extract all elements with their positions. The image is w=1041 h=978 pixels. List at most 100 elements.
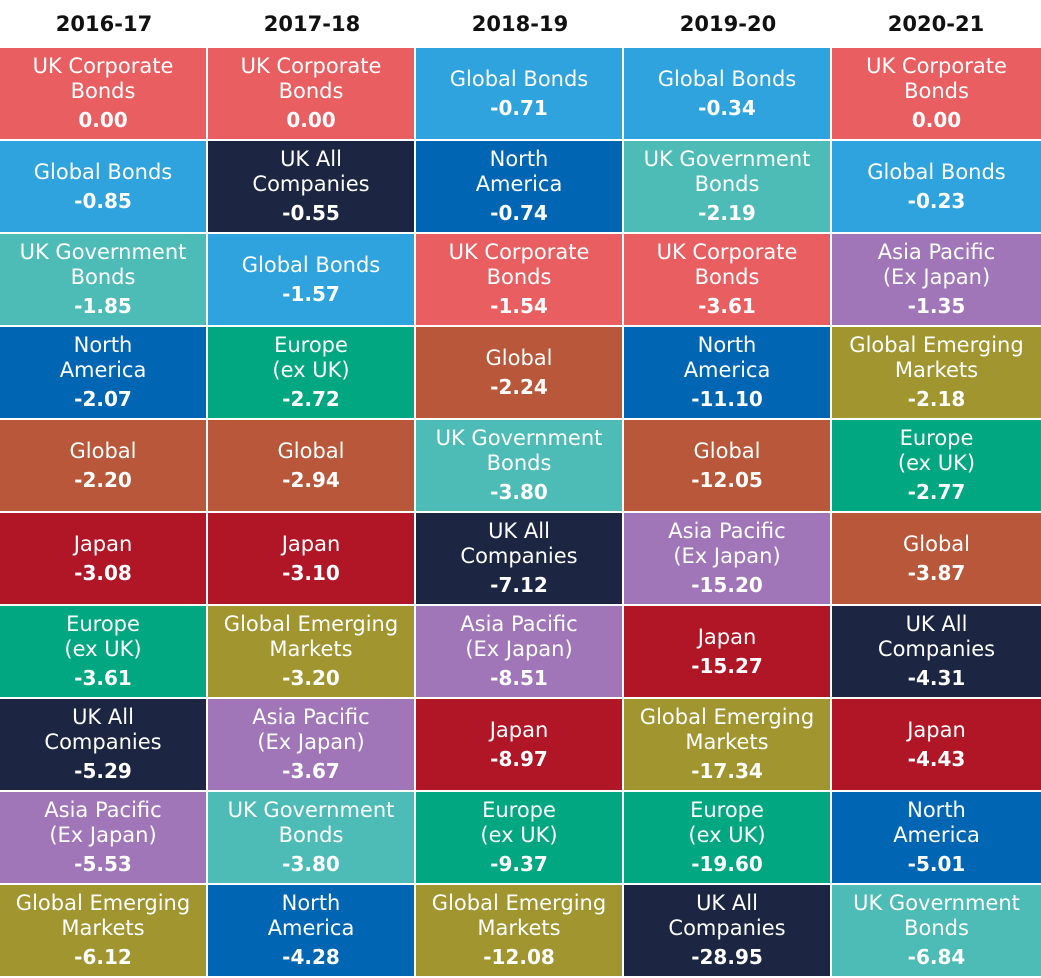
cell-value-label: -3.67 [282, 759, 340, 783]
grid-cell: Japan -3.08 [0, 513, 206, 604]
cell-sector-label: UK Corporate Bonds [32, 54, 174, 103]
grid-cell: Asia Pacific (Ex Japan) -15.20 [624, 513, 830, 604]
cell-sector-label: UK All Companies [252, 147, 370, 196]
cell-value-label: -11.10 [691, 387, 763, 411]
cell-value-label: -2.19 [698, 201, 756, 225]
cell-value-label: -2.07 [74, 387, 132, 411]
cell-value-label: -3.80 [282, 852, 340, 876]
grid-cell: Global Emerging Markets -12.08 [416, 885, 622, 976]
grid-cell: Global Emerging Markets -3.20 [208, 606, 414, 697]
cell-sector-label: Global [277, 438, 345, 463]
cell-value-label: -12.08 [483, 945, 555, 969]
cell-value-label: -3.61 [74, 666, 132, 690]
grid-cell: UK All Companies -0.55 [208, 141, 414, 232]
grid-cell: Global Emerging Markets -17.34 [624, 699, 830, 790]
cell-sector-label: Asia Pacific (Ex Japan) [460, 612, 578, 661]
cell-sector-label: UK Government Bonds [19, 240, 187, 289]
grid-cell: UK Corporate Bonds 0.00 [0, 48, 206, 139]
grid-cell: North America -11.10 [624, 327, 830, 418]
cell-sector-label: Global [903, 531, 970, 556]
cell-value-label: -0.85 [74, 188, 132, 213]
cell-value-label: -2.72 [282, 387, 340, 411]
cell-value-label: -6.84 [907, 945, 966, 969]
grid-cell: Europe (ex UK) -9.37 [416, 792, 622, 883]
cell-sector-label: UK Corporate Bonds [866, 54, 1007, 103]
year-header-2018-19: 2018-19 [471, 12, 569, 36]
grid-cell: UK Corporate Bonds 0.00 [208, 48, 414, 139]
grid-cell: Europe (ex UK) -2.72 [208, 327, 414, 418]
cell-value-label: -17.34 [691, 759, 763, 783]
cell-sector-label: Europe (ex UK) [272, 333, 350, 382]
cell-value-label: -15.20 [691, 573, 763, 597]
grid-cell: Japan -8.97 [416, 699, 622, 790]
cell-value-label: -15.27 [691, 653, 763, 678]
grid-cell: UK All Companies -4.31 [832, 606, 1041, 697]
cell-sector-label: Global Bonds [657, 66, 797, 91]
grid-cell: UK Government Bonds -2.19 [624, 141, 830, 232]
cell-sector-label: Global Bonds [449, 66, 589, 91]
cell-sector-label: Global Bonds [241, 252, 381, 277]
grid-cell: North America -0.74 [416, 141, 622, 232]
cell-value-label: -0.23 [907, 188, 966, 213]
cell-sector-label: Global Emerging Markets [849, 333, 1024, 382]
cell-value-label: -1.57 [282, 281, 340, 306]
cell-sector-label: UK Government Bonds [435, 426, 603, 475]
grid-cell: Global Bonds -0.85 [0, 141, 206, 232]
cell-sector-label: UK Corporate Bonds [656, 240, 798, 289]
cell-value-label: -5.01 [907, 852, 966, 876]
cell-value-label: -0.71 [490, 95, 548, 120]
cell-value-label: -28.95 [691, 945, 763, 969]
cell-sector-label: Global [69, 438, 137, 463]
grid-cell: UK Government Bonds -3.80 [416, 420, 622, 511]
cell-sector-label: UK All Companies [44, 705, 162, 754]
cell-sector-label: Japan [489, 717, 549, 742]
grid-cell: UK Corporate Bonds -3.61 [624, 234, 830, 325]
cell-sector-label: North America [267, 891, 355, 940]
grid-cell: Asia Pacific (Ex Japan) -3.67 [208, 699, 414, 790]
cell-sector-label: Global Emerging Markets [223, 612, 399, 661]
grid-cell: Japan -15.27 [624, 606, 830, 697]
cell-sector-label: Global [485, 345, 553, 370]
cell-sector-label: UK All Companies [668, 891, 786, 940]
cell-sector-label: Japan [697, 624, 757, 649]
cell-sector-label: Asia Pacific (Ex Japan) [44, 798, 162, 847]
cell-value-label: -12.05 [691, 467, 763, 492]
grid-cell: North America -2.07 [0, 327, 206, 418]
cell-value-label: -2.94 [282, 467, 340, 492]
cell-value-label: -8.51 [490, 666, 548, 690]
cell-sector-label: Europe (ex UK) [688, 798, 766, 847]
cell-sector-label: North America [683, 333, 771, 382]
cell-value-label: -2.77 [907, 480, 966, 504]
grid-cell: Global -2.24 [416, 327, 622, 418]
grid-cell: UK Corporate Bonds 0.00 [832, 48, 1041, 139]
ranking-grid: UK Corporate Bonds 0.00 Global Bonds -0.85 U… [0, 48, 1041, 978]
cell-value-label: -5.53 [74, 852, 132, 876]
cell-sector-label: Japan [281, 531, 341, 556]
year-header-2016-17: 2016-17 [55, 12, 153, 36]
grid-cell: Global Emerging Markets -2.18 [832, 327, 1041, 418]
cell-value-label: -19.60 [691, 852, 763, 876]
grid-cell: Global -12.05 [624, 420, 830, 511]
cell-sector-label: Asia Pacific (Ex Japan) [252, 705, 370, 754]
cell-value-label: -4.43 [907, 746, 966, 771]
year-header-2019-20: 2019-20 [679, 12, 777, 36]
cell-sector-label: Global Bonds [867, 159, 1006, 184]
grid-cell: UK All Companies -28.95 [624, 885, 830, 976]
cell-sector-label: UK Government Bonds [643, 147, 811, 196]
cell-value-label: -3.87 [907, 560, 966, 585]
grid-cell: UK Government Bonds -1.85 [0, 234, 206, 325]
cell-value-label: -6.12 [74, 945, 132, 969]
grid-cell: Asia Pacific (Ex Japan) -1.35 [832, 234, 1041, 325]
cell-sector-label: UK Corporate Bonds [448, 240, 590, 289]
cell-sector-label: Global Emerging Markets [15, 891, 191, 940]
cell-value-label: -4.28 [282, 945, 340, 969]
year-header-2017-18: 2017-18 [263, 12, 361, 36]
cell-value-label: 0.00 [286, 108, 336, 132]
grid-cell: UK Government Bonds -3.80 [208, 792, 414, 883]
cell-value-label: -4.31 [907, 666, 966, 690]
cell-value-label: -3.20 [282, 666, 340, 690]
grid-cell: Global Bonds -0.71 [416, 48, 622, 139]
grid-cell: Asia Pacific (Ex Japan) -8.51 [416, 606, 622, 697]
grid-cell: UK Government Bonds -6.84 [832, 885, 1041, 976]
cell-sector-label: Global Emerging Markets [431, 891, 607, 940]
